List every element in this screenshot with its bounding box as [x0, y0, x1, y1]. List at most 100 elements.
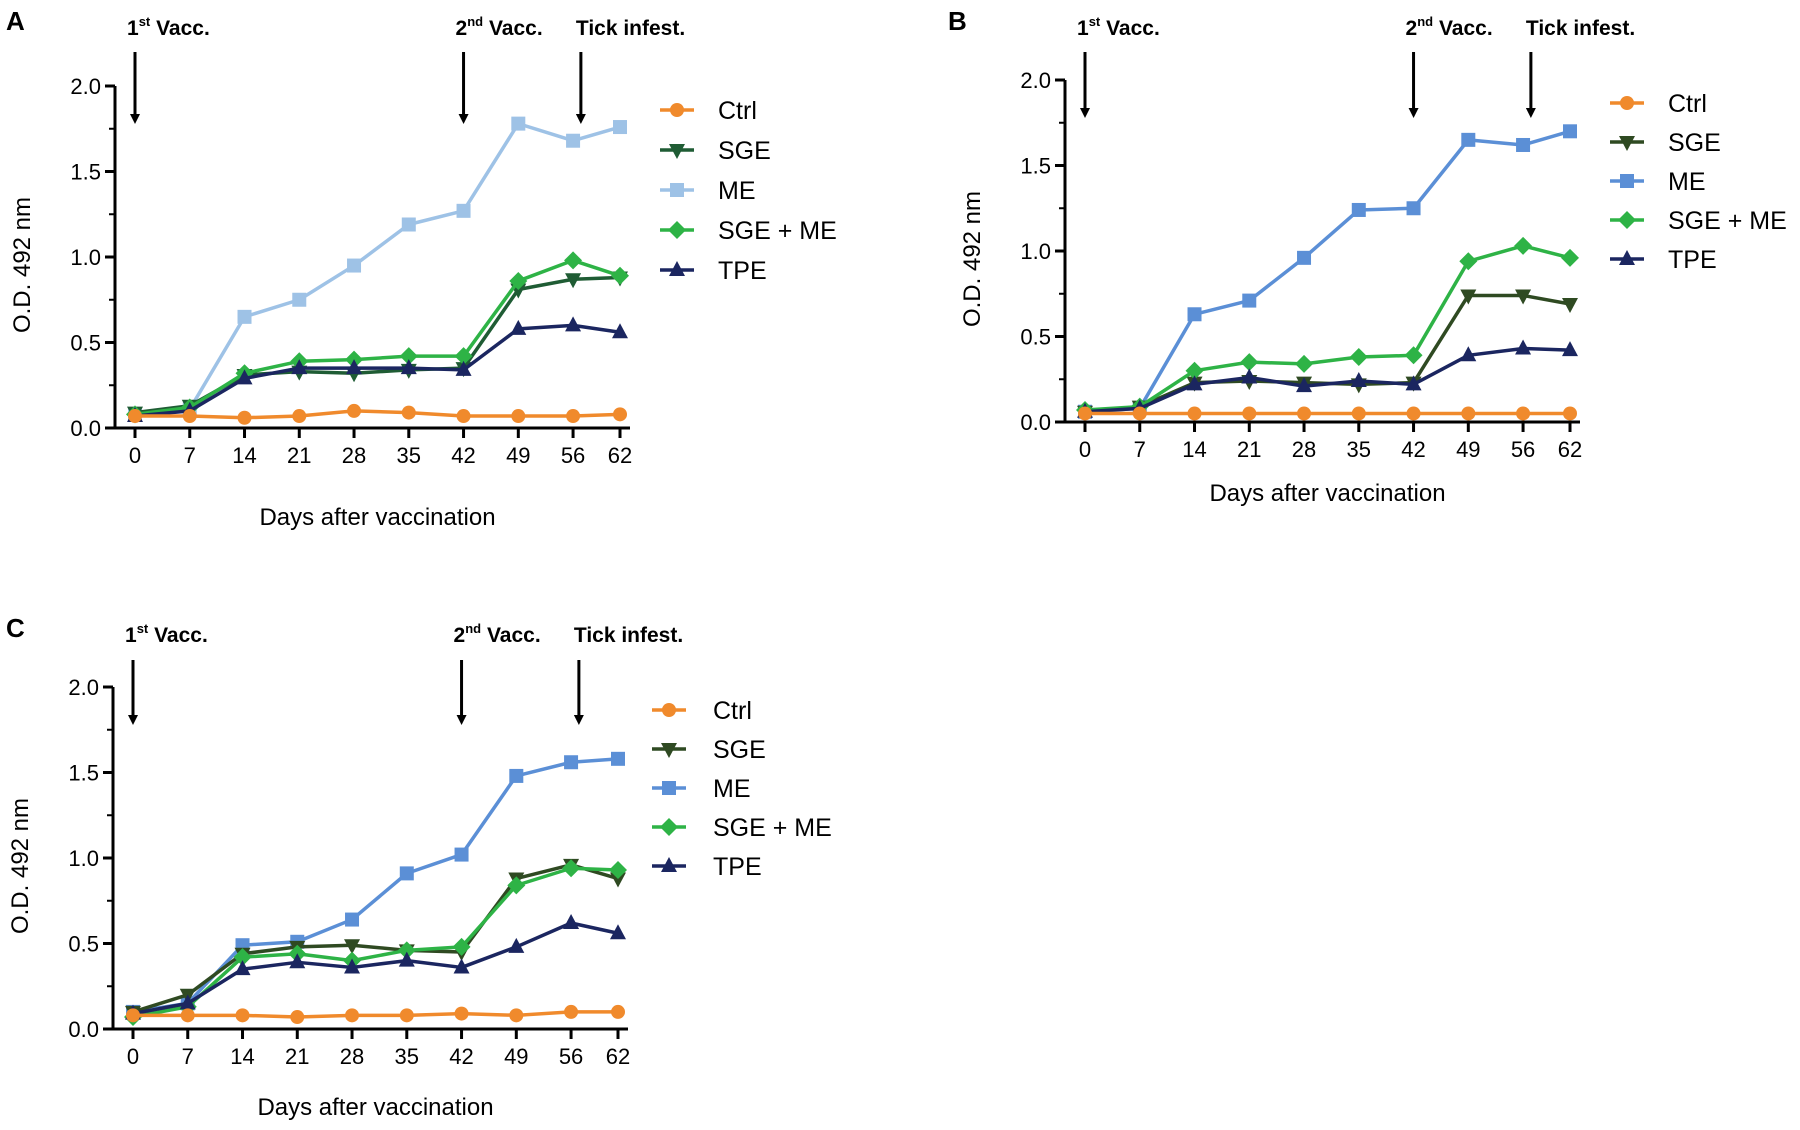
legend-item-sge: SGE [652, 736, 766, 764]
legend: Ctrl SGE ME SGE + ME TPE [660, 97, 837, 285]
x-tick-label: 0 [129, 443, 141, 468]
panel-label: C [6, 613, 25, 643]
data-point-me [613, 120, 627, 135]
data-point-sge-me [1295, 354, 1314, 373]
data-point-tpe [455, 360, 472, 376]
data-point-ctrl [290, 1010, 305, 1025]
series-me [1078, 124, 1577, 419]
legend-marker-ctrl [1620, 96, 1634, 110]
series-line-tpe [132, 921, 619, 1016]
x-tick-label: 35 [395, 1044, 419, 1069]
data-point-ctrl [454, 1006, 469, 1021]
legend-item-sge: SGE [660, 137, 771, 165]
legend-marker-me [662, 781, 676, 795]
data-point-ctrl [611, 1004, 625, 1019]
series-sge-me [1076, 236, 1579, 420]
data-point-sge-me [1185, 361, 1204, 380]
x-tick-label: 62 [1558, 437, 1582, 462]
legend-item-ctrl: Ctrl [1610, 90, 1707, 118]
x-tick-label: 7 [184, 443, 196, 468]
data-point-ctrl [126, 1008, 140, 1023]
legend-marker-sge [669, 144, 685, 159]
event-arrow-label-1: 1st Vacc. [125, 621, 208, 647]
data-point-ctrl [1563, 406, 1577, 421]
data-point-tpe [234, 960, 251, 976]
y-tick-label: 1.0 [1020, 239, 1051, 264]
data-point-sge [565, 273, 582, 289]
data-point-tpe [612, 323, 628, 339]
legend-item-sge-me: SGE + ME [660, 217, 837, 245]
data-point-sge [1562, 298, 1578, 314]
legend-label: Ctrl [713, 697, 752, 725]
series-me [126, 751, 625, 1019]
data-point-tpe [289, 953, 306, 969]
x-tick-label: 62 [608, 443, 632, 468]
series-line-sge [132, 863, 619, 1014]
y-tick-label: 2.0 [68, 675, 99, 700]
data-point-tpe [610, 924, 626, 940]
y-tick-label: 1.0 [68, 846, 99, 871]
data-point-ctrl [292, 409, 307, 424]
legend-item-me: ME [1610, 168, 1706, 196]
y-tick-label: 1.5 [68, 761, 99, 786]
x-tick-label: 14 [1182, 437, 1206, 462]
data-point-me [401, 217, 416, 232]
data-point-sge-me [1459, 252, 1478, 271]
y-tick-label: 0.5 [1020, 325, 1051, 350]
legend-item-sge: SGE [1610, 129, 1721, 157]
x-axis-title: Days after vaccination [257, 1094, 493, 1121]
series-line-sge-me [132, 866, 619, 1019]
legend-label: SGE [718, 137, 771, 165]
data-point-sge [610, 872, 626, 888]
data-point-me [566, 133, 581, 148]
legend-label: SGE + ME [718, 217, 837, 245]
data-point-ctrl [456, 409, 471, 424]
data-point-tpe [1241, 368, 1258, 384]
data-point-sge-me [1404, 346, 1423, 365]
data-point-me [1187, 307, 1202, 322]
x-tick-label: 35 [1347, 437, 1371, 462]
data-point-me [564, 755, 579, 770]
x-tick-label: 14 [232, 443, 256, 468]
x-tick-label: 28 [342, 443, 366, 468]
data-point-tpe [346, 359, 363, 375]
y-axis-title: O.D. 492 nm [7, 798, 34, 934]
data-point-tpe [398, 951, 415, 967]
data-point-sge-me [507, 876, 526, 895]
legend-label: SGE [1668, 129, 1721, 157]
data-point-sge [1515, 289, 1532, 305]
legend-item-me: ME [660, 177, 756, 205]
y-tick-label: 0.0 [70, 416, 101, 441]
data-point-sge-me [509, 271, 528, 290]
data-point-me [1563, 124, 1577, 139]
x-tick-label: 42 [449, 1044, 473, 1069]
legend-label: TPE [718, 257, 767, 285]
data-point-ctrl [399, 1008, 414, 1023]
series-me [128, 116, 627, 422]
chart-panel-c: C 0.0 0.5 1.0 1.5 2.0 0 7 14 21 28 35 42 49 56 62 O.D. 4… [6, 613, 832, 1121]
data-point-tpe [1296, 377, 1313, 393]
x-tick-label: 7 [182, 1044, 194, 1069]
series-line-me [134, 121, 621, 417]
data-point-ctrl [613, 407, 627, 422]
y-tick-label: 2.0 [1020, 68, 1051, 93]
y-tick-label: 0.0 [1020, 410, 1051, 435]
data-point-tpe [563, 913, 580, 929]
data-point-me [1297, 250, 1312, 265]
x-tick-label: 21 [287, 443, 311, 468]
series-ctrl [126, 1004, 625, 1025]
data-point-tpe [1460, 346, 1477, 362]
data-point-ctrl [1132, 406, 1147, 421]
data-point-ctrl [182, 409, 197, 424]
data-point-sge-me [609, 860, 627, 879]
data-point-sge-me [564, 251, 583, 270]
y-tick-label: 1.0 [70, 245, 101, 270]
data-point-sge-me [1514, 236, 1533, 255]
x-tick-label: 49 [506, 443, 530, 468]
data-point-sge-me [399, 347, 418, 366]
x-tick-label: 49 [504, 1044, 528, 1069]
series-tpe [125, 913, 626, 1020]
legend-label: Ctrl [1668, 90, 1707, 118]
data-point-tpe [1515, 339, 1532, 355]
data-point-sge-me [454, 347, 473, 366]
